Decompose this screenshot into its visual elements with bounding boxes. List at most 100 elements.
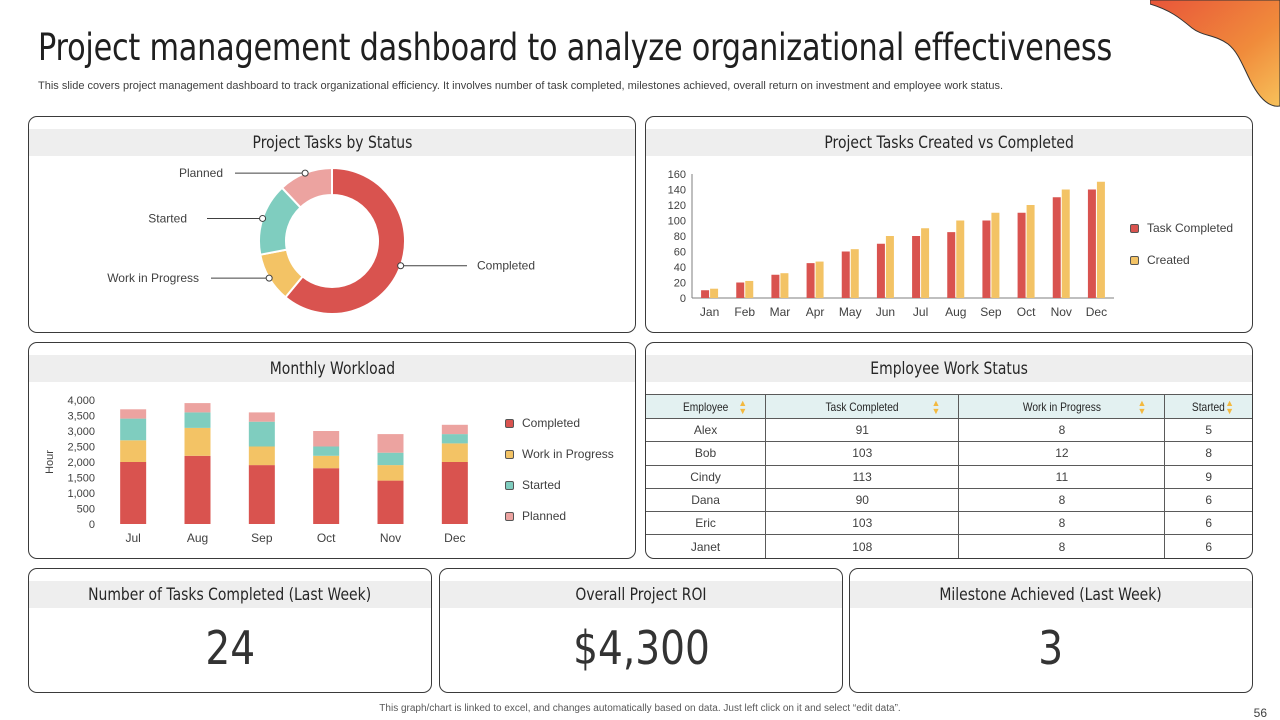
x-tick-label: Jun	[876, 305, 895, 319]
legend-label: Work in Progress	[522, 447, 614, 461]
table-cell: Bob	[646, 441, 767, 466]
leader-dot	[259, 214, 267, 222]
bar-segment-planned	[377, 434, 404, 453]
y-tick-label: 160	[668, 169, 686, 181]
bar-task-completed	[1017, 212, 1026, 298]
bar-segment-started	[313, 446, 340, 456]
sort-icon[interactable]: ▲ ▼	[738, 398, 748, 416]
table-cell: 12	[958, 441, 1166, 466]
monthly-workload-chart: 0 500 1,000 1,500 2,000 2,500 3,000 3,500 4,000 H…	[44, 395, 468, 545]
leader-dot	[265, 274, 273, 282]
donut-slice-completed	[284, 166, 406, 315]
table-cell: 8	[958, 511, 1166, 536]
table-cell: Dana	[646, 487, 767, 513]
x-tick-label: Sep	[251, 531, 273, 545]
card-header: Project Tasks by Status	[29, 129, 635, 156]
y-tick-label: 0	[89, 519, 95, 531]
x-tick-label: Aug	[187, 531, 208, 545]
bar-segment-completed	[377, 480, 404, 524]
sort-icon[interactable]: ▲ ▼	[931, 398, 941, 416]
card-header: Overall Project ROI	[440, 581, 842, 608]
table-row: Bob 103 12 8	[646, 441, 1252, 466]
column-header-label: Employee	[682, 399, 729, 414]
y-tick-label: 100	[668, 216, 686, 228]
bar-created	[1026, 205, 1035, 298]
y-tick-label: 500	[77, 504, 95, 516]
monthly-workload-card: Monthly Workload 0 500 1,000 1,500 2,000 2,50…	[28, 342, 636, 559]
kpi-card-tasks-completed: Number of Tasks Completed (Last Week) 24	[28, 568, 432, 693]
column-header-label: Work in Progress	[1022, 399, 1101, 414]
legend-label: Task Completed	[1147, 221, 1234, 235]
bar-task-completed	[1087, 189, 1096, 298]
bar-segment-started	[120, 418, 147, 441]
bar-task-completed	[736, 282, 745, 298]
legend-label: Started	[522, 478, 561, 492]
x-tick-label: Dec	[1086, 305, 1107, 319]
bar-segment-planned	[248, 412, 275, 422]
x-tick-label: Mar	[770, 305, 791, 319]
table-cell: 103	[765, 511, 960, 536]
table-cell: 6	[1164, 487, 1252, 513]
x-tick-label: Aug	[945, 305, 966, 319]
bar-task-completed	[876, 243, 885, 298]
column-header-employee[interactable]: Employee ▲ ▼	[646, 394, 767, 419]
bar-task-completed	[701, 290, 710, 298]
y-tick-label: 60	[674, 247, 686, 259]
table-cell: 91	[765, 417, 960, 443]
y-tick-label: 4,000	[67, 395, 95, 407]
kpi-value: $4,300	[440, 621, 842, 675]
bar-segment-completed	[184, 455, 211, 524]
legend-item-work-in-progress: Work in Progress	[505, 447, 614, 461]
x-tick-label: Dec	[444, 531, 465, 545]
bar-segment-completed	[248, 465, 275, 524]
table-row: Janet 108 8 6	[646, 534, 1252, 558]
table-cell: 113	[765, 464, 960, 489]
page-title: Project management dashboard to analyze …	[38, 26, 1113, 69]
kpi-label: Overall Project ROI	[575, 584, 707, 605]
bar-segment-work-in-progress	[184, 427, 211, 456]
column-header-work-in-progress[interactable]: Work in Progress ▲ ▼	[958, 394, 1166, 419]
legend-swatch	[505, 480, 514, 490]
corner-decoration	[1150, 0, 1280, 107]
table-cell: 108	[765, 534, 960, 558]
y-tick-label: 1,000	[67, 488, 95, 500]
y-tick-label: 3,500	[67, 411, 95, 423]
donut-label: Planned	[179, 166, 223, 180]
table-cell: Cindy	[646, 464, 767, 489]
legend-label: Completed	[522, 416, 581, 430]
x-tick-label: Oct	[317, 531, 336, 545]
footer-note: This graph/chart is linked to excel, and…	[379, 703, 901, 714]
x-tick-label: Apr	[806, 305, 825, 319]
column-header-label: Started	[1192, 399, 1226, 414]
x-tick-label: Nov	[1051, 305, 1072, 319]
x-tick-label: Jan	[700, 305, 719, 319]
legend-item-task-completed: Task Completed	[1130, 221, 1233, 235]
bar-created	[815, 261, 824, 298]
y-tick-label: 120	[668, 200, 686, 212]
bar-segment-planned	[313, 431, 340, 447]
x-tick-label: Jul	[913, 305, 928, 319]
bar-created	[850, 249, 859, 298]
donut-slice-planned	[280, 166, 333, 209]
kpi-label: Number of Tasks Completed (Last Week)	[88, 584, 372, 605]
donut-label: Completed	[477, 259, 535, 273]
column-header-task-completed[interactable]: Task Completed ▲ ▼	[765, 394, 960, 419]
bar-task-completed	[841, 251, 850, 298]
table-cell: 8	[958, 534, 1166, 558]
bar-created	[745, 280, 754, 298]
table-cell: 8	[958, 487, 1166, 513]
bar-created	[921, 228, 930, 298]
y-tick-label: 3,000	[67, 426, 95, 438]
bar-segment-work-in-progress	[248, 446, 275, 466]
sort-icon[interactable]: ▲ ▼	[1225, 398, 1234, 416]
table-header-row: Employee ▲ ▼ Task Completed ▲ ▼ Work in Prog…	[646, 394, 1252, 419]
kpi-card-project-roi: Overall Project ROI $4,300	[439, 568, 843, 693]
bar-created	[956, 220, 965, 298]
sort-icon[interactable]: ▲ ▼	[1137, 398, 1147, 416]
card-header: Number of Tasks Completed (Last Week)	[29, 581, 431, 608]
bar-segment-completed	[313, 468, 340, 524]
column-header-started[interactable]: Started ▲ ▼	[1164, 394, 1252, 419]
bar-task-completed	[771, 274, 780, 298]
table-row: Cindy 113 11 9	[646, 464, 1252, 489]
column-header-label: Task Completed	[825, 399, 899, 414]
